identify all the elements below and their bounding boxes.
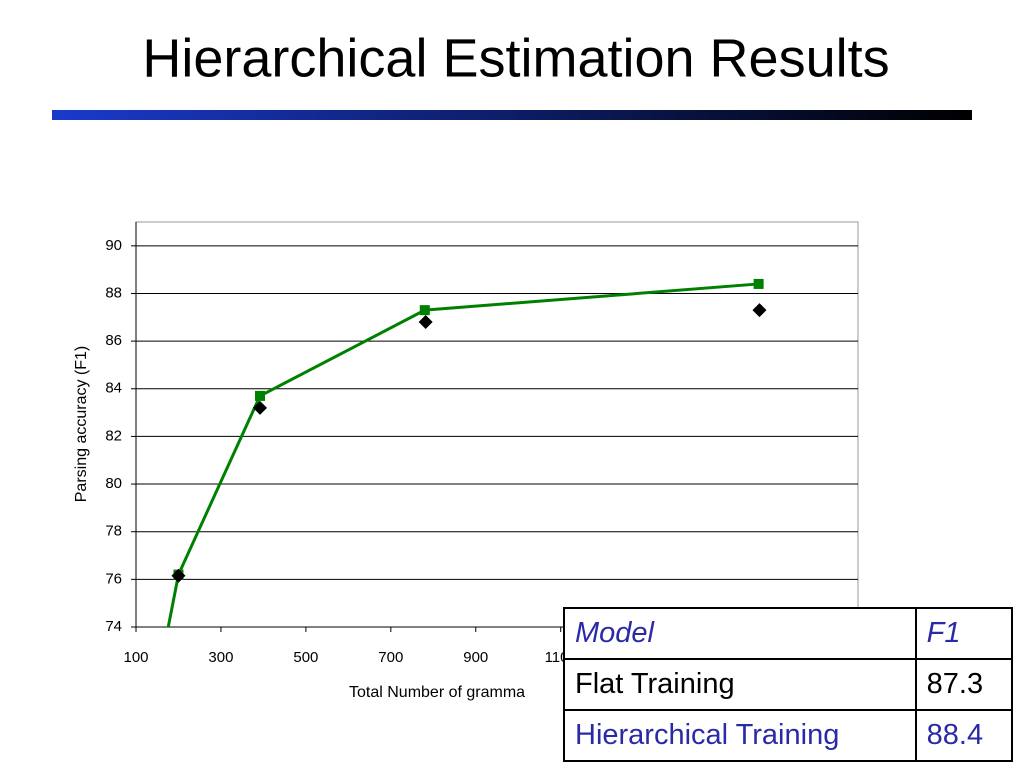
- x-tick-label: 900: [463, 649, 488, 666]
- table-cell: Hierarchical Training: [563, 709, 917, 762]
- table-header: F1: [914, 607, 1014, 660]
- x-tick-label: 500: [293, 649, 318, 666]
- x-tick-label: 100: [123, 649, 148, 666]
- y-tick-label: 82: [105, 427, 122, 444]
- slide-title: Hierarchical Estimation Results: [142, 28, 889, 88]
- x-tick-label: 700: [378, 649, 403, 666]
- x-tick-label: 300: [208, 649, 233, 666]
- point-square: [159, 646, 169, 656]
- plot-frame: [135, 221, 859, 628]
- results-table: Model F1 Flat Training 87.3 Hierarchical T…: [563, 607, 1014, 762]
- y-tick-label: 78: [105, 523, 122, 540]
- y-tick-label: 88: [105, 284, 122, 301]
- point-diamond: [171, 568, 186, 583]
- y-tick-label: 80: [105, 475, 122, 492]
- title-rule: [52, 110, 972, 120]
- y-axis-label: Parsing accuracy (F1): [73, 346, 90, 503]
- y-tick-label: 84: [105, 380, 122, 397]
- point-square: [419, 305, 430, 316]
- point-square: [255, 390, 266, 401]
- x-axis-label: Total Number of gramma: [349, 684, 525, 701]
- point-diamond: [418, 315, 433, 330]
- point-diamond: [752, 303, 767, 318]
- y-tick-label: 86: [105, 332, 122, 349]
- y-tick-label: 74: [105, 618, 122, 635]
- table-header: Model: [563, 607, 917, 660]
- y-tick-label: 90: [105, 237, 122, 254]
- table-cell: 88.4: [914, 709, 1014, 762]
- y-tick-label: 76: [105, 570, 122, 587]
- point-square: [753, 278, 764, 289]
- table-cell: 87.3: [914, 658, 1014, 711]
- plot-marks: [159, 278, 767, 656]
- point-diamond: [253, 400, 268, 415]
- table-cell: Flat Training: [563, 658, 917, 711]
- series-line: [166, 282, 759, 627]
